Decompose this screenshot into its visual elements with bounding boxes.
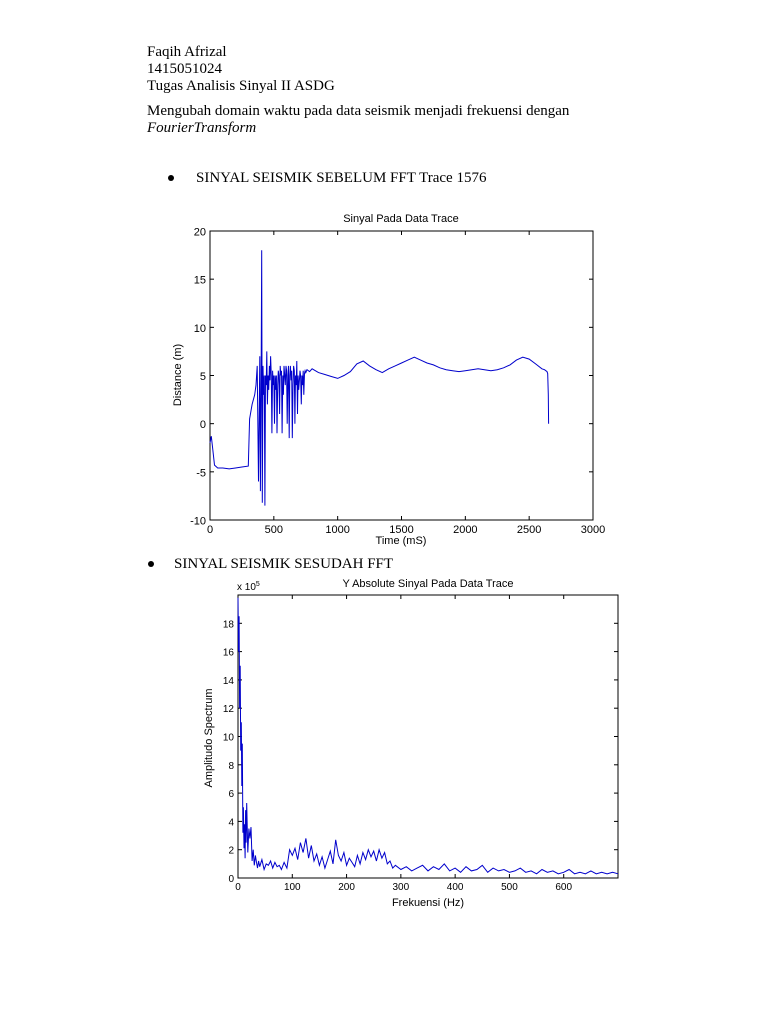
x-tick-label: 0: [235, 882, 241, 893]
chart2-ylabel: Amplitudo Spectrum: [203, 688, 215, 787]
section1-heading: SINYAL SEISMIK SEBELUM FFT Trace 1576: [196, 170, 487, 186]
y-tick-label: 18: [223, 619, 235, 630]
y-tick-label: 14: [223, 676, 235, 687]
y-tick-label: 15: [194, 275, 206, 287]
x-tick-label: 0: [207, 524, 213, 536]
chart2-series-line: [237, 597, 619, 875]
student-id: 1415051024: [147, 61, 222, 77]
y-tick-label: 10: [223, 733, 235, 744]
chart2-title: Y Absolute Sinyal Pada Data Trace: [342, 578, 513, 590]
chart1-title: Sinyal Pada Data Trace: [343, 213, 459, 225]
chart-frequency-domain: 0 100 200 300 400 500 600 0 2 4 6 8 10 12 14 16 18 Y Abs…: [203, 578, 619, 909]
x-tick-label: 200: [338, 882, 355, 893]
y-tick-label: -10: [190, 516, 206, 528]
chart2-xlabel: Frekuensi (Hz): [392, 897, 464, 909]
x-tick-label: 100: [284, 882, 301, 893]
y-tick-label: 6: [228, 789, 234, 800]
section2-heading: SINYAL SEISMIK SESUDAH FFT: [174, 556, 394, 572]
y-tick-label: 0: [228, 874, 234, 885]
chart1-ylabel: Distance (m): [172, 344, 184, 406]
bullet-icon: [168, 174, 174, 181]
y-tick-label: 0: [200, 419, 206, 431]
y-tick-label: 10: [194, 323, 206, 335]
method-text: FourierTransform: [147, 120, 257, 136]
section2-heading-row: SINYAL SEISMIK SESUDAH FFT: [148, 556, 393, 573]
y-tick-label: 20: [194, 227, 206, 239]
y-tick-label: 5: [200, 371, 206, 383]
chart2-plot-frame: [237, 594, 619, 879]
y-tick-label: 8: [228, 761, 234, 772]
section1-heading-row: SINYAL SEISMIK SEBELUM FFT Trace 1576: [168, 170, 486, 187]
y-tick-label: 2: [228, 846, 234, 857]
chart1-series-line: [209, 250, 550, 506]
x-tick-label: 3000: [581, 524, 605, 536]
x-tick-label: 1500: [389, 524, 413, 536]
x-tick-label: 1000: [325, 524, 349, 536]
x-tick-label: 2500: [517, 524, 541, 536]
chart2-multiplier-base: x 10: [237, 582, 256, 593]
y-tick-label: 16: [223, 648, 235, 659]
y-tick-label: -5: [196, 467, 206, 479]
x-tick-label: 600: [555, 882, 572, 893]
author-name: Faqih Afrizal: [147, 44, 227, 60]
x-tick-label: 500: [265, 524, 283, 536]
y-tick-label: 12: [223, 704, 235, 715]
chart1-xlabel: Time (mS): [376, 535, 427, 547]
x-tick-label: 500: [501, 882, 518, 893]
x-tick-label: 2000: [453, 524, 477, 536]
description-text: Mengubah domain waktu pada data seismik …: [147, 103, 570, 119]
chart2-multiplier: x 105: [237, 581, 260, 593]
bullet-icon: [148, 560, 154, 567]
chart2-multiplier-exp: 5: [256, 581, 260, 588]
y-tick-label: 4: [228, 817, 234, 828]
x-tick-label: 300: [393, 882, 410, 893]
course-title: Tugas Analisis Sinyal II ASDG: [147, 78, 335, 94]
chart-time-domain: 0 500 1000 1500 2000 2500 3000 -10 -5 0 5 10 15 20 Si…: [172, 213, 605, 547]
x-tick-label: 400: [447, 882, 464, 893]
